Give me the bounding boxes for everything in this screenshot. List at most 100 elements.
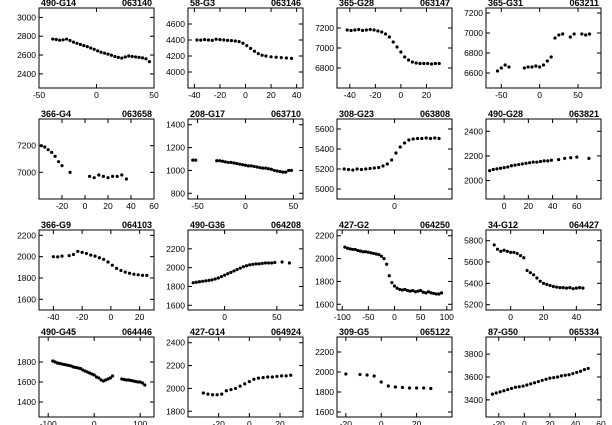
data-point xyxy=(551,284,555,289)
data-point xyxy=(92,176,96,180)
plot-frame xyxy=(187,336,304,418)
data-point xyxy=(571,287,575,291)
data-point xyxy=(65,37,69,41)
y-tick-label: 7200 xyxy=(17,141,36,151)
data-point xyxy=(110,263,114,267)
data-point xyxy=(381,164,385,168)
data-point xyxy=(145,273,149,277)
data-point xyxy=(109,53,114,57)
data-point xyxy=(111,374,115,378)
subplot-365-G28: 365-G28 063147 -40 -20 0 20 6800 7000 7200 xyxy=(315,0,453,100)
x-tick-label: 40 xyxy=(571,419,581,425)
data-point xyxy=(130,54,134,59)
data-point xyxy=(68,170,72,174)
data-point xyxy=(237,40,241,44)
data-point xyxy=(506,165,510,169)
data-point xyxy=(545,59,549,63)
x-tick-label: 0 xyxy=(399,90,404,100)
data-point xyxy=(224,389,228,393)
x-tick-label: 0 xyxy=(94,90,99,100)
panel-title-left: 87-G50 xyxy=(488,327,518,337)
panel-title-left: 308-G23 xyxy=(339,109,374,119)
data-point xyxy=(263,261,267,265)
data-point xyxy=(351,247,355,252)
data-point xyxy=(115,266,119,270)
data-point xyxy=(247,379,251,384)
data-point xyxy=(368,27,372,32)
data-point xyxy=(518,254,523,258)
y-tick-label: 6800 xyxy=(315,63,334,73)
data-point xyxy=(238,266,242,270)
data-point xyxy=(147,60,151,64)
data-point xyxy=(515,251,519,256)
x-tick-label: 0 xyxy=(392,312,397,322)
data-point xyxy=(561,286,565,290)
x-tick-label: -40 xyxy=(188,90,201,100)
data-point xyxy=(92,47,96,52)
data-point xyxy=(525,268,529,273)
data-point xyxy=(400,288,404,292)
data-point xyxy=(78,42,82,47)
data-point xyxy=(88,174,92,178)
data-point xyxy=(530,65,534,69)
data-point xyxy=(526,65,530,69)
data-point xyxy=(60,164,64,168)
data-point xyxy=(232,161,236,165)
panel-title-left: 490-G45 xyxy=(41,327,76,337)
data-point xyxy=(210,38,214,43)
data-point xyxy=(535,276,539,280)
data-point xyxy=(280,260,284,264)
y-tick-label: 2200 xyxy=(315,231,334,241)
data-point xyxy=(578,369,583,373)
y-tick-label: 5600 xyxy=(315,124,334,134)
data-point xyxy=(374,252,378,256)
subplot-308-G23: 308-G23 063808 0 5000 5200 5400 5600 xyxy=(315,109,453,211)
data-point xyxy=(284,170,288,174)
data-point xyxy=(528,271,532,275)
panel-title-right: 064103 xyxy=(122,220,152,230)
subplot-34-G12: 34-G12 064427 0 20 40 5200 5400 5600 5800 xyxy=(464,220,602,322)
data-point xyxy=(257,262,261,266)
data-point xyxy=(229,39,234,43)
data-point xyxy=(490,392,494,396)
data-point xyxy=(53,154,57,158)
data-point xyxy=(143,383,147,387)
panel-title-right: 063211 xyxy=(569,0,599,8)
panel-title-left: 427-G2 xyxy=(339,220,369,230)
data-point xyxy=(269,167,273,171)
data-point xyxy=(127,54,131,58)
data-point xyxy=(134,55,138,59)
data-point xyxy=(377,165,381,170)
data-point xyxy=(426,290,431,294)
data-point xyxy=(223,160,227,164)
data-point xyxy=(261,166,265,170)
plot-frame xyxy=(187,229,304,311)
data-point xyxy=(541,281,546,285)
data-point xyxy=(275,374,279,379)
data-point xyxy=(235,161,239,166)
data-point xyxy=(366,250,370,254)
data-point xyxy=(343,245,347,249)
data-point xyxy=(411,137,415,141)
data-point xyxy=(582,367,586,372)
data-point xyxy=(274,55,278,59)
data-point xyxy=(226,38,230,43)
data-point xyxy=(248,263,252,267)
panel-title-right: 063146 xyxy=(271,0,301,8)
data-point xyxy=(287,261,292,265)
data-point xyxy=(429,62,434,66)
data-point xyxy=(499,66,503,70)
data-point xyxy=(509,250,513,254)
data-point xyxy=(513,385,517,389)
data-point xyxy=(407,386,412,390)
data-point xyxy=(506,387,510,392)
data-point xyxy=(364,250,368,254)
data-point xyxy=(222,273,227,277)
y-tick-label: 7000 xyxy=(464,28,483,38)
data-point xyxy=(71,252,76,257)
data-point xyxy=(249,46,253,51)
y-tick-label: 1800 xyxy=(17,357,36,367)
data-point xyxy=(60,254,64,258)
y-tick-label: 5000 xyxy=(315,184,334,194)
data-point xyxy=(106,52,110,56)
